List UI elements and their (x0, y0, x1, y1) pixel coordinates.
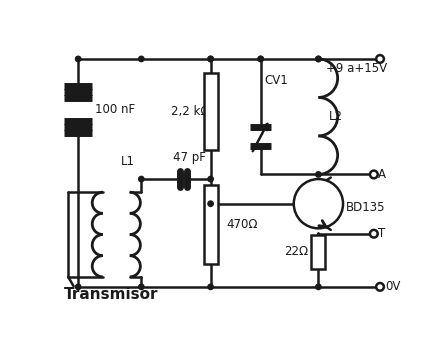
Circle shape (370, 170, 378, 178)
Circle shape (294, 179, 343, 228)
Text: BD135: BD135 (346, 201, 386, 214)
Circle shape (376, 55, 384, 63)
Text: 47 pF: 47 pF (173, 150, 206, 164)
Circle shape (208, 56, 213, 62)
Text: 470Ω: 470Ω (226, 218, 258, 231)
Circle shape (75, 56, 81, 62)
Text: CV1: CV1 (265, 74, 288, 87)
Circle shape (316, 172, 321, 177)
Circle shape (208, 56, 213, 62)
FancyBboxPatch shape (312, 234, 325, 269)
Circle shape (370, 230, 378, 238)
Circle shape (258, 56, 263, 62)
Circle shape (139, 176, 144, 182)
FancyBboxPatch shape (204, 73, 218, 150)
Circle shape (258, 56, 263, 62)
Text: 0V: 0V (385, 280, 401, 293)
Text: 2,2 kΩ: 2,2 kΩ (170, 105, 209, 118)
Text: L2: L2 (329, 110, 343, 123)
Circle shape (139, 56, 144, 62)
Circle shape (208, 284, 213, 289)
Circle shape (208, 176, 213, 182)
Text: 100 nF: 100 nF (95, 103, 135, 116)
Circle shape (316, 56, 321, 62)
Text: Transmisor: Transmisor (64, 287, 159, 302)
Circle shape (316, 284, 321, 289)
Text: +9 a+15V: +9 a+15V (326, 62, 387, 75)
Circle shape (316, 56, 321, 62)
Circle shape (208, 201, 213, 206)
Text: 22Ω: 22Ω (284, 245, 308, 258)
Text: L1: L1 (121, 155, 135, 168)
Text: A: A (378, 168, 386, 181)
Circle shape (139, 284, 144, 289)
Circle shape (75, 284, 81, 289)
Circle shape (376, 283, 384, 291)
Text: T: T (378, 227, 385, 240)
FancyBboxPatch shape (204, 185, 218, 264)
